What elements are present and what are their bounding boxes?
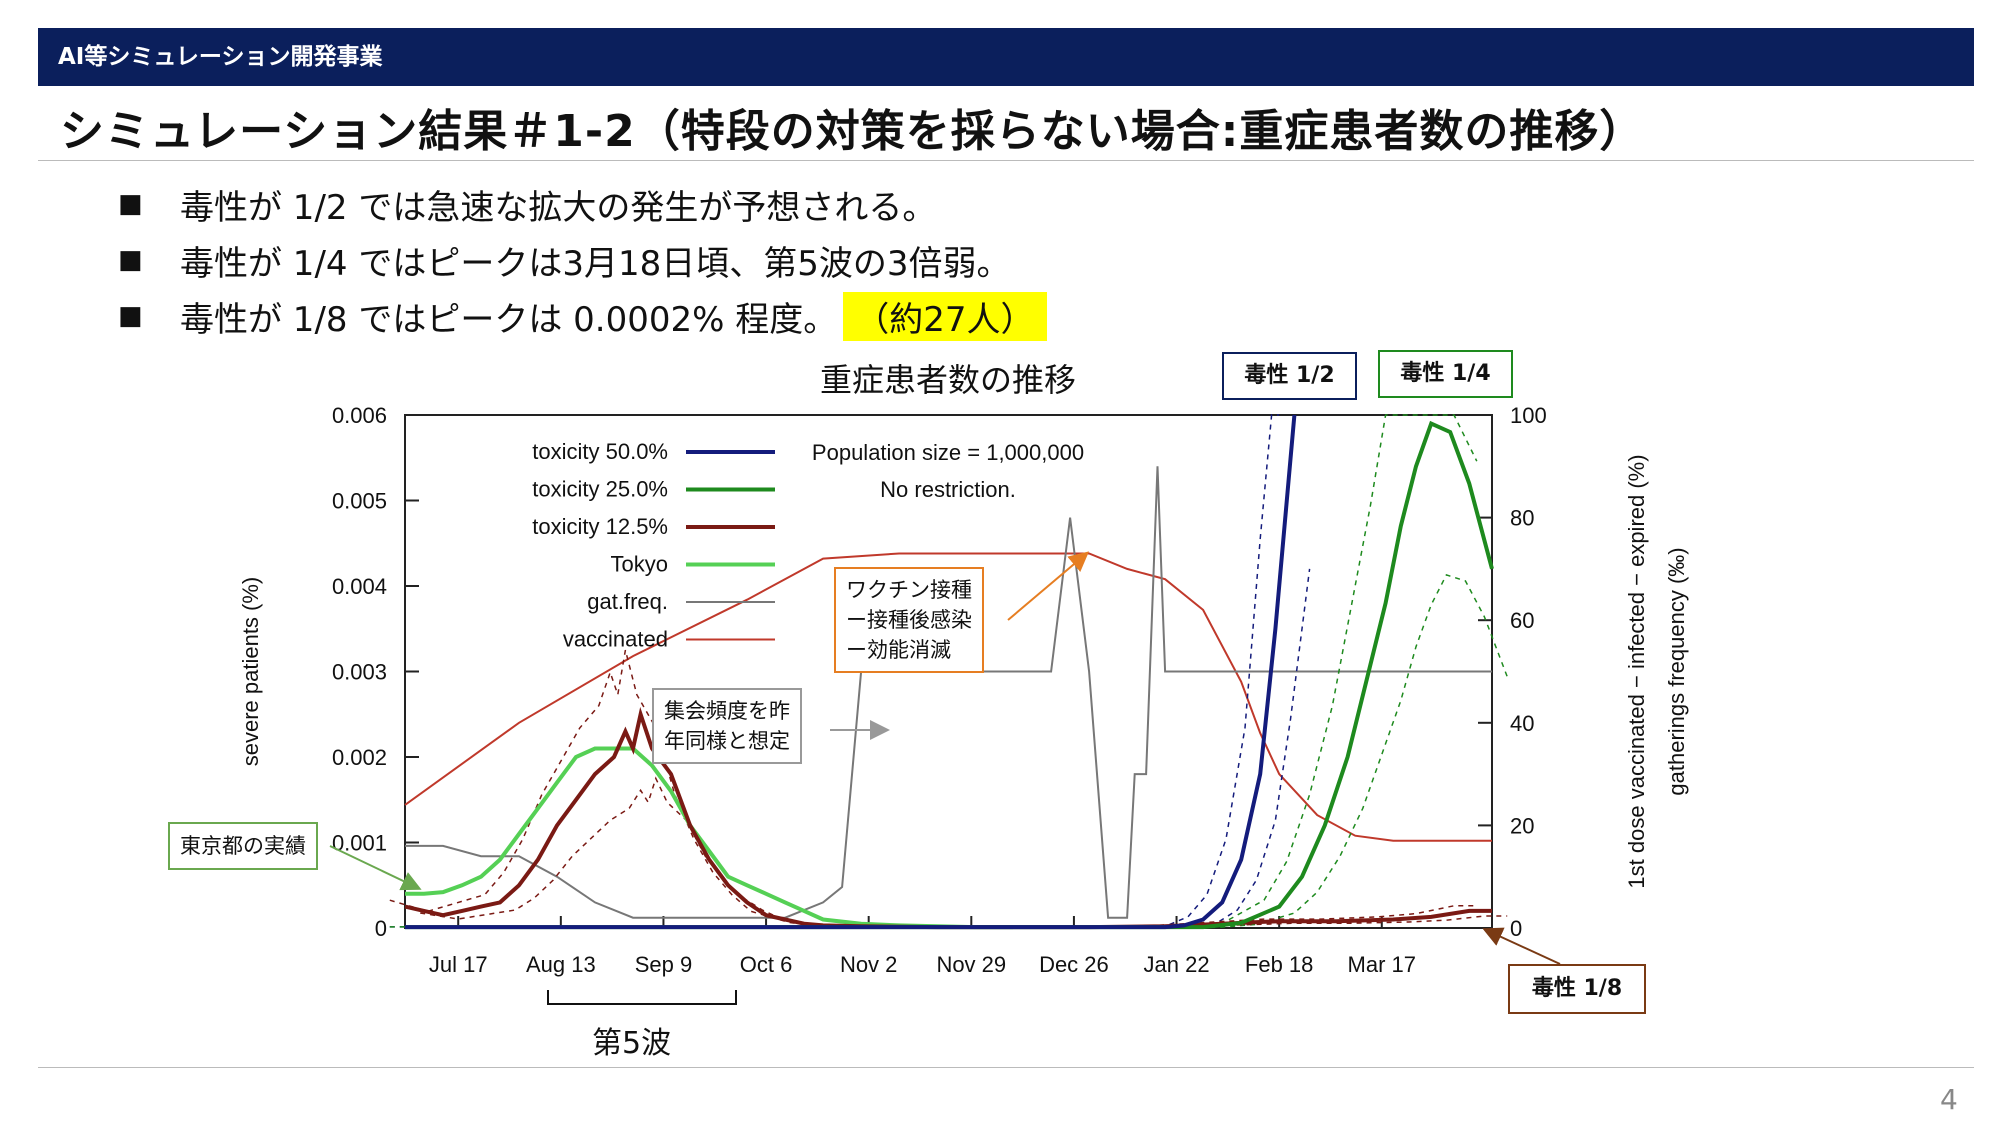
population-annotation: Population size = 1,000,000 [812,440,1084,465]
title-divider [38,160,1974,161]
callout-line: 年同様と想定 [664,729,790,753]
x-tick-label: Nov 2 [840,952,897,977]
callout-line: ー効能消滅 [846,638,951,662]
bullet-item: ■ 毒性が 1/8 ではピークは 0.0002% 程度。 （約27人） [118,288,1047,344]
section-title: AI等シミュレーション開発事業 [58,44,383,70]
vaccine-callout: ワクチン接種 ー接種後感染 ー効能消滅 [834,567,984,673]
tag-toxicity-eighth: 毒性 1/8 [1508,964,1646,1014]
bullet-item: ■ 毒性が 1/4 ではピークは3月18日頃、第5波の3倍弱。 [118,232,1047,288]
series-line-gat-freq [405,466,1492,919]
legend-label: toxicity 12.5% [532,514,668,539]
x-tick-label: Nov 29 [936,952,1006,977]
x-tick-label: Dec 26 [1039,952,1109,977]
y-tick-label: 0 [375,916,387,941]
callout-line: 集会頻度を昨 [664,699,790,723]
chart-title: 重症患者数の推移 [820,361,1077,399]
series-line-tokyo [405,746,1014,930]
y2-tick-label: 100 [1510,403,1547,428]
y-tick-label: 0.005 [332,489,387,514]
tag-toxicity-half: 毒性 1/2 [1222,352,1357,400]
bullet-square-icon: ■ [118,189,143,219]
y2-tick-label: 80 [1510,506,1534,531]
bullet-square-icon: ■ [118,301,143,331]
legend-label: gat.freq. [587,589,668,614]
x-tick-label: Mar 17 [1348,952,1416,977]
x-tick-label: Sep 9 [635,952,693,977]
y-tick-label: 0.006 [332,403,387,428]
gathering-assumption-callout: 集会頻度を昨 年同様と想定 [652,688,802,764]
vaccine-callout-arrow [1007,551,1090,621]
bullet-list: ■ 毒性が 1/2 では急速な拡大の発生が予想される。 ■ 毒性が 1/4 では… [118,176,1047,344]
legend-label: toxicity 25.0% [532,477,668,502]
page-number: 4 [1940,1083,1958,1116]
footer-divider [38,1067,1974,1068]
bullet-square-icon: ■ [118,245,143,275]
series-toxicity-25-upper-band [389,414,1478,928]
y-tick-label: 0.002 [332,745,387,770]
y2-tick-label: 40 [1510,711,1534,736]
restriction-annotation: No restriction. [880,477,1016,502]
series-line-toxicity-25 [405,420,1494,930]
callout-line: ワクチン接種 [846,578,972,602]
legend-label: toxicity 50.0% [532,439,668,464]
series-toxicity-25-lower-band [420,573,1508,929]
y-tick-label: 0.004 [332,574,387,599]
y2-tick-label: 0 [1510,916,1522,941]
section-header-bar: AI等シミュレーション開発事業 [38,28,1974,86]
toxicity-eighth-arrow [1482,927,1561,965]
series-toxicity-50-upper-band [389,414,1280,928]
bullet-text: 毒性が 1/4 ではピークは3月18日頃、第5波の3倍弱。 [180,243,1011,284]
x-tick-label: Jan 22 [1144,952,1210,977]
series-toxicity-12-5-lower-band [420,776,1508,929]
y-tick-label: 0.003 [332,660,387,685]
y2-axis-label: 1st dose vaccinated − infected − expired… [1624,454,1649,888]
tokyo-record-callout: 東京都の実績 [168,822,318,870]
slide-title: シミュレーション結果＃1-2（特段の対策を採らない場合:重症患者数の推移） [60,106,1645,157]
highlighted-estimate: （約27人） [843,291,1047,341]
series-line-vaccinated [404,552,1492,842]
y2-tick-label: 20 [1510,813,1534,838]
series-line-toxicity-50 [405,414,1297,930]
legend-label: vaccinated [563,627,668,652]
tokyo-callout-arrow [329,845,422,891]
y2-tick-label: 60 [1510,608,1534,633]
tag-toxicity-quarter: 毒性 1/4 [1378,350,1513,398]
y2-axis-label-secondary: gatherings frequency (‰) [1664,547,1689,795]
wave5-bracket [547,990,737,1005]
wave5-label: 第5波 [592,1026,672,1061]
callout-line: ー接種後感染 [846,608,972,632]
bullet-item: ■ 毒性が 1/2 では急速な拡大の発生が予想される。 [118,176,1047,232]
bullet-text: 毒性が 1/8 ではピークは 0.0002% 程度。 [180,299,838,340]
x-tick-label: Aug 13 [526,952,596,977]
x-tick-label: Oct 6 [740,952,793,977]
bullet-text: 毒性が 1/2 では急速な拡大の発生が予想される。 [180,187,937,228]
x-tick-label: Jul 17 [429,952,488,977]
y-axis-label: severe patients (%) [238,577,263,767]
legend-label: Tokyo [611,552,668,577]
x-tick-label: Feb 18 [1245,952,1314,977]
